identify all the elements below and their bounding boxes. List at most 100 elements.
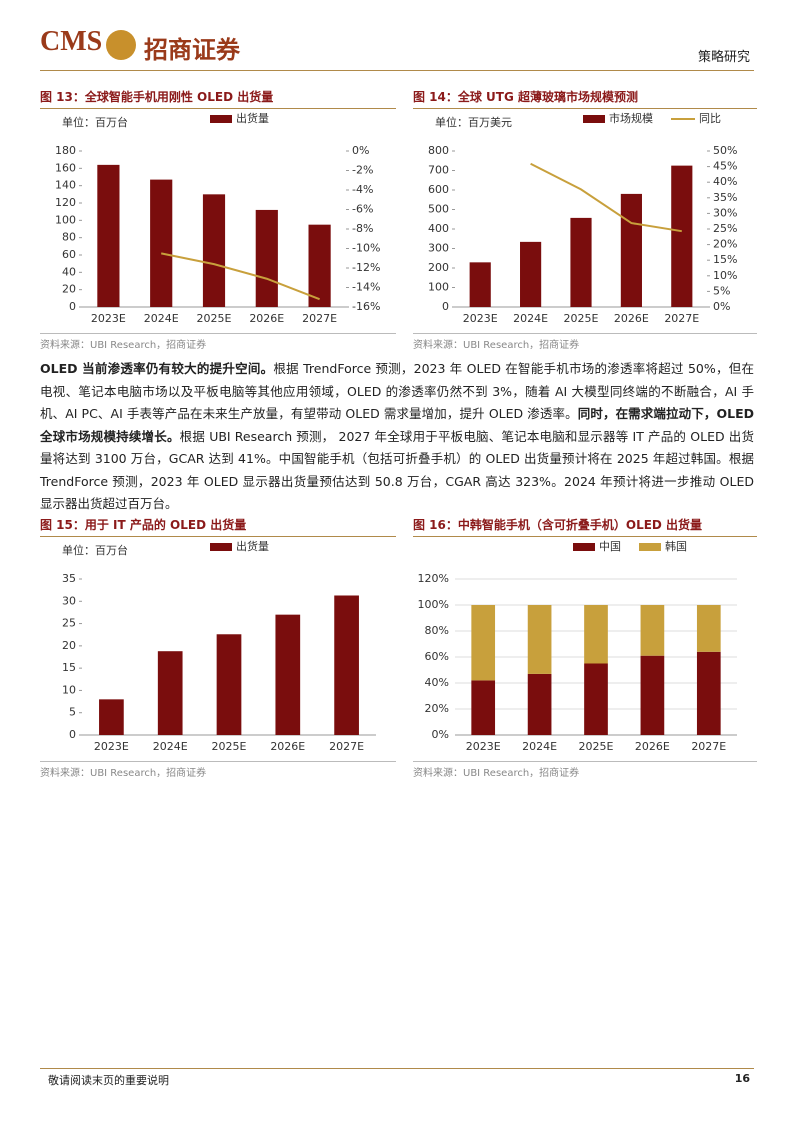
- legend-label: 中国: [599, 540, 621, 553]
- line-series: [161, 252, 320, 301]
- y-tick-label: 20%: [425, 702, 449, 715]
- x-tick-label: 2024E: [144, 312, 179, 325]
- legend-label: 同比: [699, 112, 721, 125]
- x-tick-label: 2026E: [614, 312, 649, 325]
- legend-swatch: [210, 543, 232, 551]
- x-tick-label: 2024E: [513, 312, 548, 325]
- text-run: 根据 UBI Research 预测， 2027 年全球用于平板电脑、笔记本电脑…: [40, 428, 754, 512]
- unit-label: 单位：百万台: [62, 115, 128, 129]
- y-tick-label: 700: [428, 164, 449, 177]
- bar: [527, 673, 552, 735]
- y2-tick-label: -10%: [352, 242, 380, 255]
- logo: CMS: [40, 26, 103, 57]
- bar: [469, 262, 491, 307]
- bar: [696, 605, 721, 652]
- y2-tick-label: 0%: [713, 300, 730, 313]
- chart-title: 图 16：中韩智能手机（含可折叠手机）OLED 出货量: [413, 516, 757, 537]
- text-run: 同时，在需求端拉动下，OLED 全球市场规模持续增长。: [40, 406, 754, 444]
- x-tick-label: 2025E: [212, 740, 247, 753]
- legend-label: 出货量: [236, 111, 269, 125]
- legend-swatch: [583, 115, 605, 123]
- y2-tick-label: 0%: [352, 144, 369, 157]
- section: 策略研究: [697, 50, 750, 65]
- y-tick-label: 500: [428, 203, 449, 216]
- chart: 中国 韩国 0% 20% 40% 60% 80% 100% 120% 2023E 2024E 2025…: [418, 539, 737, 753]
- x-tick-label: 2026E: [249, 312, 284, 325]
- y-tick-label: 5: [69, 706, 76, 719]
- bar: [671, 165, 693, 307]
- text-run: 根据 TrendForce 预测，2023 年 OLED 在智能手机市场的渗透率…: [40, 361, 755, 421]
- chart-title: 图 15：用于 IT 产品的 OLED 出货量: [40, 516, 396, 537]
- bar: [202, 194, 226, 307]
- y2-tick-label: 50%: [713, 144, 737, 157]
- chart-title: 图 13：全球智能手机用刚性 OLED 出货量: [40, 88, 396, 109]
- bar: [471, 680, 496, 735]
- x-tick-label: 2024E: [522, 740, 557, 753]
- chart: 单位：百万台 出货量 0 20 40 60 80 100 120 140 160 180 0% -2% -4…: [55, 111, 380, 325]
- y-tick-label: 100: [55, 213, 76, 226]
- y2-tick-label: -14%: [352, 281, 380, 294]
- bar: [640, 605, 665, 656]
- x-tick-label: 2026E: [635, 740, 670, 753]
- legend-swatch: [573, 543, 595, 551]
- bar: [584, 663, 608, 735]
- y-tick-label: 0: [69, 728, 76, 741]
- x-tick-label: 2027E: [329, 740, 364, 753]
- y2-tick-label: 10%: [713, 269, 737, 282]
- figure: 图 16：中韩智能手机（含可折叠手机）OLED 出货量 中国 韩国 0% 20% 40% 6…: [413, 516, 757, 779]
- bar: [471, 605, 496, 681]
- bar: [150, 179, 173, 307]
- bar: [640, 655, 665, 735]
- y-tick-label: 40%: [425, 676, 449, 689]
- y-tick-label: 200: [428, 261, 449, 274]
- bar: [520, 241, 542, 307]
- x-tick-label: 2025E: [564, 312, 599, 325]
- y2-tick-label: 20%: [713, 238, 737, 251]
- y-tick-label: 300: [428, 242, 449, 255]
- y-tick-label: 100: [428, 281, 449, 294]
- y-tick-label: 10: [62, 683, 76, 696]
- legend-swatch: [210, 115, 232, 123]
- chart-title: 图 14：全球 UTG 超薄玻璃市场规模预测: [413, 88, 757, 109]
- text-run: OLED 当前渗透率仍有较大的提升空间。: [40, 361, 274, 376]
- x-tick-label: 2025E: [579, 740, 614, 753]
- x-tick-label: 2024E: [153, 740, 188, 753]
- bar: [275, 614, 301, 735]
- x-tick-label: 2027E: [664, 312, 699, 325]
- y-tick-label: 60: [62, 248, 76, 261]
- y2-tick-label: -4%: [352, 183, 373, 196]
- bar: [334, 595, 359, 735]
- y2-tick-label: 45%: [713, 160, 737, 173]
- y-tick-label: 800: [428, 144, 449, 157]
- y2-tick-label: -6%: [352, 203, 373, 216]
- y2-tick-label: 35%: [713, 191, 737, 204]
- figure: 图 15：用于 IT 产品的 OLED 出货量 单位：百万台 出货量 0 5 10 15 20…: [40, 516, 396, 779]
- y-tick-label: 80: [62, 231, 76, 244]
- chart-source: 资料来源：UBI Research，招商证券: [413, 333, 757, 351]
- y-tick-label: 400: [428, 222, 449, 235]
- y-tick-label: 600: [428, 183, 449, 196]
- x-tick-label: 2023E: [463, 312, 498, 325]
- figure: 图 14：全球 UTG 超薄玻璃市场规模预测 单位：百万美元 市场规模 同比 0 100 2…: [413, 88, 757, 351]
- y-tick-label: 20: [62, 283, 76, 296]
- bar: [696, 651, 721, 735]
- bar: [97, 164, 120, 307]
- y2-tick-label: -12%: [352, 261, 380, 274]
- y-tick-label: 140: [55, 179, 76, 192]
- legend-label: 市场规模: [609, 111, 653, 125]
- unit-label: 单位：百万美元: [435, 115, 512, 129]
- x-tick-label: 2026E: [270, 740, 305, 753]
- y-tick-label: 25: [62, 617, 76, 630]
- y2-tick-label: -2%: [352, 164, 373, 177]
- line-series: [530, 162, 682, 233]
- y-tick-label: 80%: [425, 624, 449, 637]
- footer-rule: [40, 1068, 754, 1069]
- y-tick-label: 20: [62, 639, 76, 652]
- page-number: 16: [734, 1072, 750, 1085]
- legend-label: 出货量: [236, 539, 269, 553]
- company: 招商证券: [144, 36, 240, 64]
- chart-source: 资料来源：UBI Research，招商证券: [40, 333, 396, 351]
- chart-source: 资料来源：UBI Research，招商证券: [40, 761, 396, 779]
- chart: 单位：百万美元 市场规模 同比 0 100 200 300 400 500 600 700 800 0%…: [428, 111, 737, 325]
